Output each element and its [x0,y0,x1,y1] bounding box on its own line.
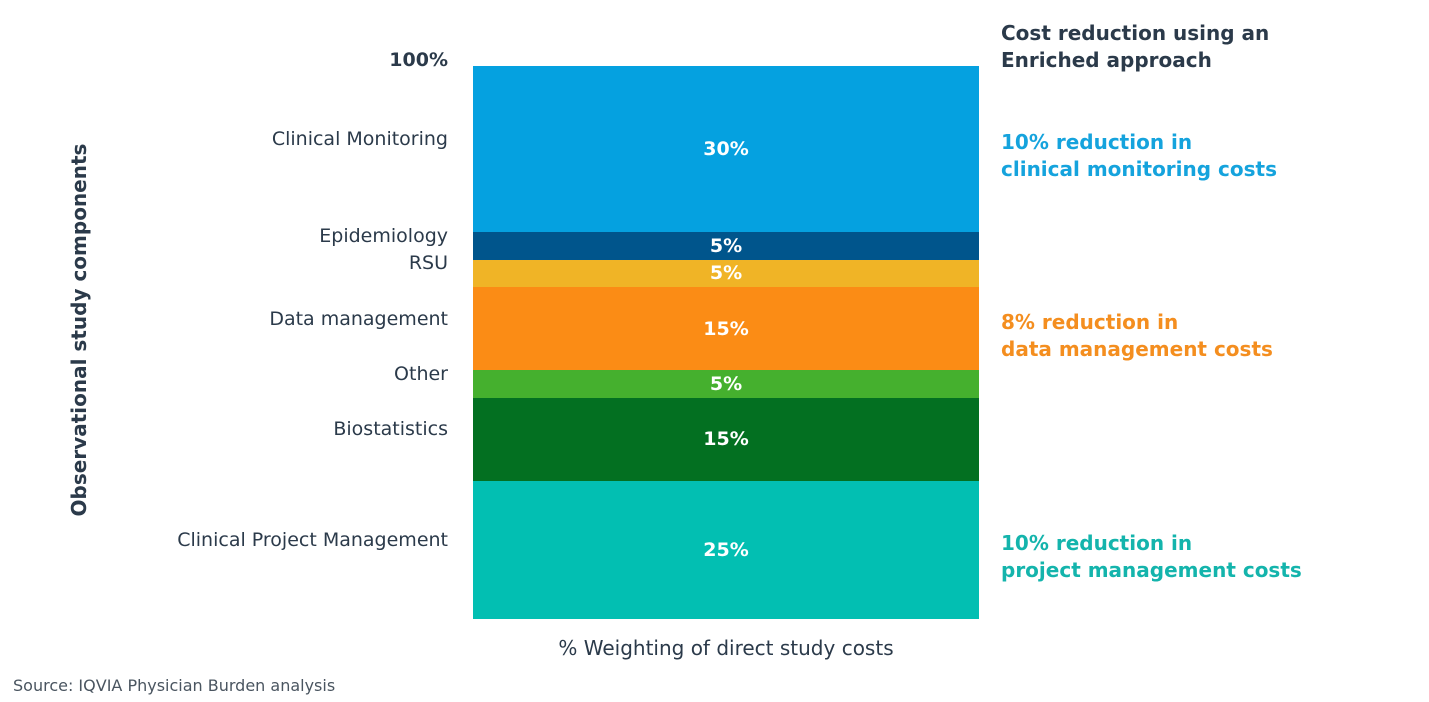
segment-value-label: 5% [709,372,743,395]
category-label: Data management [269,307,448,330]
annotation-line: data management costs [1001,336,1273,361]
category-label: RSU [408,252,448,275]
bar-segment [473,231,979,260]
bar-segment [473,480,979,619]
annotation-title: Cost reduction using an Enriched approac… [1001,20,1269,74]
segment-value-label: 5% [709,262,743,285]
x-axis-label: % Weighting of direct study costs [558,636,894,660]
reduction-annotation: 10% reduction in clinical monitoring cost… [1001,129,1277,183]
y-axis-label: Observational study components [67,143,91,517]
annotation-line: 8% reduction in [1001,309,1179,334]
bar-segment [473,287,979,371]
category-label: Epidemiology [319,224,448,247]
bar-segment [473,397,979,481]
annotation-line: 10% reduction in [1001,129,1193,154]
annotation-title-line: Enriched approach [1001,48,1212,72]
reduction-annotation: 8% reduction in data management costs [1001,309,1273,363]
category-label: Clinical Project Management [177,528,448,551]
segment-value-label: 5% [709,234,743,257]
bar-segment [473,370,979,398]
annotation-title-line: Cost reduction using an [1001,21,1270,45]
top-tick-label: 100% [389,49,448,71]
segment-value-label: 15% [703,428,749,451]
annotation-line: clinical monitoring costs [1001,156,1278,181]
category-label: Other [394,362,448,385]
bar-segment [473,66,979,232]
category-label: Biostatistics [333,418,448,441]
annotation-line: 10% reduction in [1001,530,1193,555]
category-label: Clinical Monitoring [271,127,448,150]
annotation-line: project management costs [1001,557,1302,582]
reduction-annotation: 10% reduction in project management costs [1001,530,1302,584]
bar-segment [473,259,979,288]
source-note: Source: IQVIA Physician Burden analysis [13,676,336,695]
segment-value-label: 15% [703,317,749,340]
segment-value-label: 30% [703,137,749,160]
segment-value-label: 25% [703,538,749,561]
